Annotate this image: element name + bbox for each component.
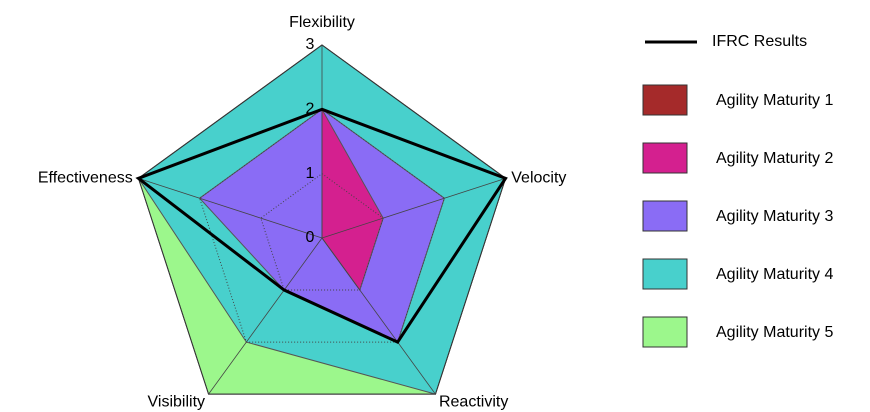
legend-swatch bbox=[642, 258, 688, 290]
axis-label: Effectiveness bbox=[38, 170, 133, 187]
legend-label: Agility Maturity 5 bbox=[716, 324, 833, 341]
legend-swatch bbox=[642, 142, 688, 174]
axis-spoke bbox=[321, 237, 436, 395]
y-tick-label: 1 bbox=[306, 165, 315, 182]
legend: IFRC Results Agility Maturity 1 Agility Ma… bbox=[642, 33, 833, 348]
axis-label: Flexibility bbox=[289, 14, 355, 31]
series-line bbox=[135, 107, 508, 344]
axis-label: Velocity bbox=[511, 170, 566, 187]
grid-ring bbox=[199, 108, 445, 343]
legend-swatch bbox=[642, 316, 688, 348]
axis-spoke bbox=[321, 177, 506, 239]
grid-ring bbox=[137, 44, 507, 395]
legend-label: IFRC Results bbox=[712, 33, 807, 50]
legend-label: Agility Maturity 3 bbox=[716, 208, 833, 225]
y-tick-label: 2 bbox=[306, 101, 315, 118]
axis-spoke bbox=[138, 177, 323, 239]
y-tick-label: 3 bbox=[306, 36, 315, 53]
plot-area: Flexibility Velocity Reactivity Visibility E… bbox=[38, 14, 567, 410]
axis-label: Visibility bbox=[148, 393, 206, 410]
y-tick-label: 0 bbox=[306, 229, 315, 246]
axis-spoke bbox=[208, 237, 323, 395]
legend-swatch bbox=[642, 84, 688, 116]
legend-label: Agility Maturity 4 bbox=[716, 266, 833, 283]
legend-swatch bbox=[642, 200, 688, 232]
grid-ring bbox=[260, 173, 384, 291]
legend-label: Agility Maturity 2 bbox=[716, 150, 833, 167]
legend-label: Agility Maturity 1 bbox=[716, 92, 833, 109]
axis-label: Reactivity bbox=[439, 393, 508, 410]
